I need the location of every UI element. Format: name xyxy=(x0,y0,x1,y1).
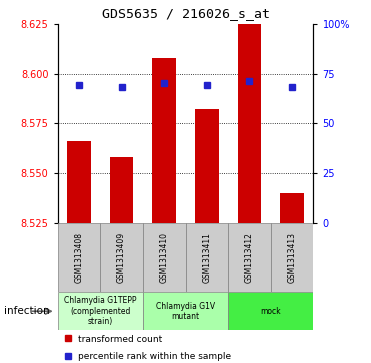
Text: GSM1313408: GSM1313408 xyxy=(74,232,83,283)
Text: Chlamydia G1V
mutant: Chlamydia G1V mutant xyxy=(156,302,215,321)
Bar xyxy=(143,292,228,330)
Bar xyxy=(238,24,261,223)
Text: GSM1313412: GSM1313412 xyxy=(245,232,254,283)
Bar xyxy=(58,223,100,292)
Bar xyxy=(152,58,176,223)
Text: Chlamydia G1TEPP
(complemented
strain): Chlamydia G1TEPP (complemented strain) xyxy=(64,296,137,326)
Bar xyxy=(228,223,271,292)
Text: infection: infection xyxy=(4,306,49,316)
Text: mock: mock xyxy=(260,307,281,316)
Bar xyxy=(271,223,313,292)
Text: GSM1313410: GSM1313410 xyxy=(160,232,169,283)
Text: GSM1313411: GSM1313411 xyxy=(202,232,211,283)
Bar xyxy=(195,110,219,223)
Bar xyxy=(280,193,304,223)
Text: GSM1313413: GSM1313413 xyxy=(288,232,297,283)
Text: transformed count: transformed count xyxy=(78,335,162,344)
Bar xyxy=(110,158,133,223)
Text: GSM1313409: GSM1313409 xyxy=(117,232,126,283)
Text: percentile rank within the sample: percentile rank within the sample xyxy=(78,352,231,361)
Bar xyxy=(143,223,186,292)
Bar xyxy=(67,142,91,223)
Bar xyxy=(58,292,143,330)
Bar xyxy=(186,223,228,292)
Bar xyxy=(100,223,143,292)
Bar xyxy=(228,292,313,330)
Title: GDS5635 / 216026_s_at: GDS5635 / 216026_s_at xyxy=(102,7,269,20)
